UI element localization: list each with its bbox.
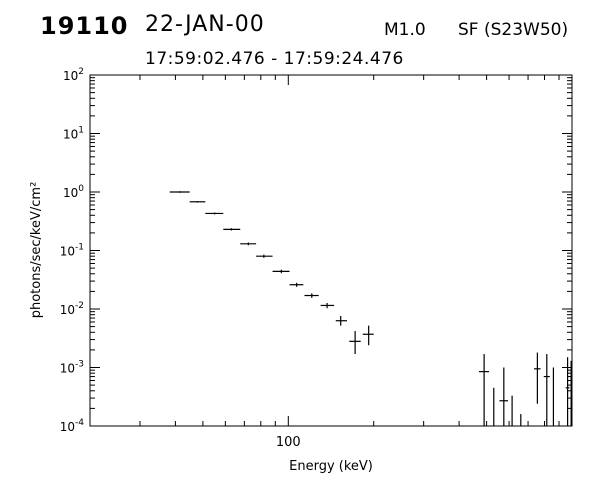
y-tick-label-base: 10 [60,303,75,317]
data-point [223,228,241,231]
plot-frame [89,74,573,427]
x-tick-label: 100 [276,435,301,450]
data-point [272,269,290,274]
y-tick-label: 10-4 [60,418,85,434]
x-axis: 100 [89,75,573,450]
data-point [534,352,541,404]
y-tick-label-base: 10 [63,69,78,83]
y-tick-label: 10-3 [60,360,84,376]
data-point [499,367,509,426]
y-tick-label: 101 [63,126,84,142]
y-tick-label-exponent: -3 [75,360,84,370]
y-tick-label-base: 10 [60,362,75,376]
flare-location: SF (S23W50) [458,20,569,40]
y-tick-label-exponent: -1 [75,243,84,253]
y-tick-label-base: 10 [63,128,78,142]
data-point [256,254,273,258]
y-tick-label: 102 [63,67,84,83]
data-point [362,325,374,346]
data-point [169,191,190,193]
data-point [335,315,347,326]
data-point [570,360,572,426]
flare-class: M1.0 [384,20,426,40]
y-tick-label-exponent: 1 [78,126,84,136]
time-range: 17:59:02.476 - 17:59:24.476 [145,49,404,69]
data-series [169,191,572,426]
event-date: 22-JAN-00 [145,12,265,37]
y-tick-label: 10-1 [60,243,84,259]
data-point [189,201,206,203]
y-tick-label-exponent: -4 [75,418,84,428]
y-tick-label: 100 [63,184,84,200]
y-axis-label: photons/sec/keV/cm² [29,182,44,319]
y-tick-label-exponent: 2 [78,67,84,77]
data-point [304,293,319,298]
data-point [205,212,224,215]
data-point [543,354,550,426]
y-tick-label-base: 10 [60,420,75,434]
data-point [478,354,490,426]
data-point [565,357,570,426]
event-id: 19110 [40,12,129,40]
y-tick-label-base: 10 [63,186,78,200]
data-point [289,282,304,287]
y-tick-label-exponent: -2 [75,301,84,311]
y-tick-label-exponent: 0 [78,184,84,194]
data-point [240,242,257,246]
y-tick-label: 10-2 [60,301,84,317]
data-point [349,331,361,355]
data-point [320,302,335,309]
y-tick-label-base: 10 [60,245,75,259]
x-axis-label: Energy (keV) [289,459,373,474]
